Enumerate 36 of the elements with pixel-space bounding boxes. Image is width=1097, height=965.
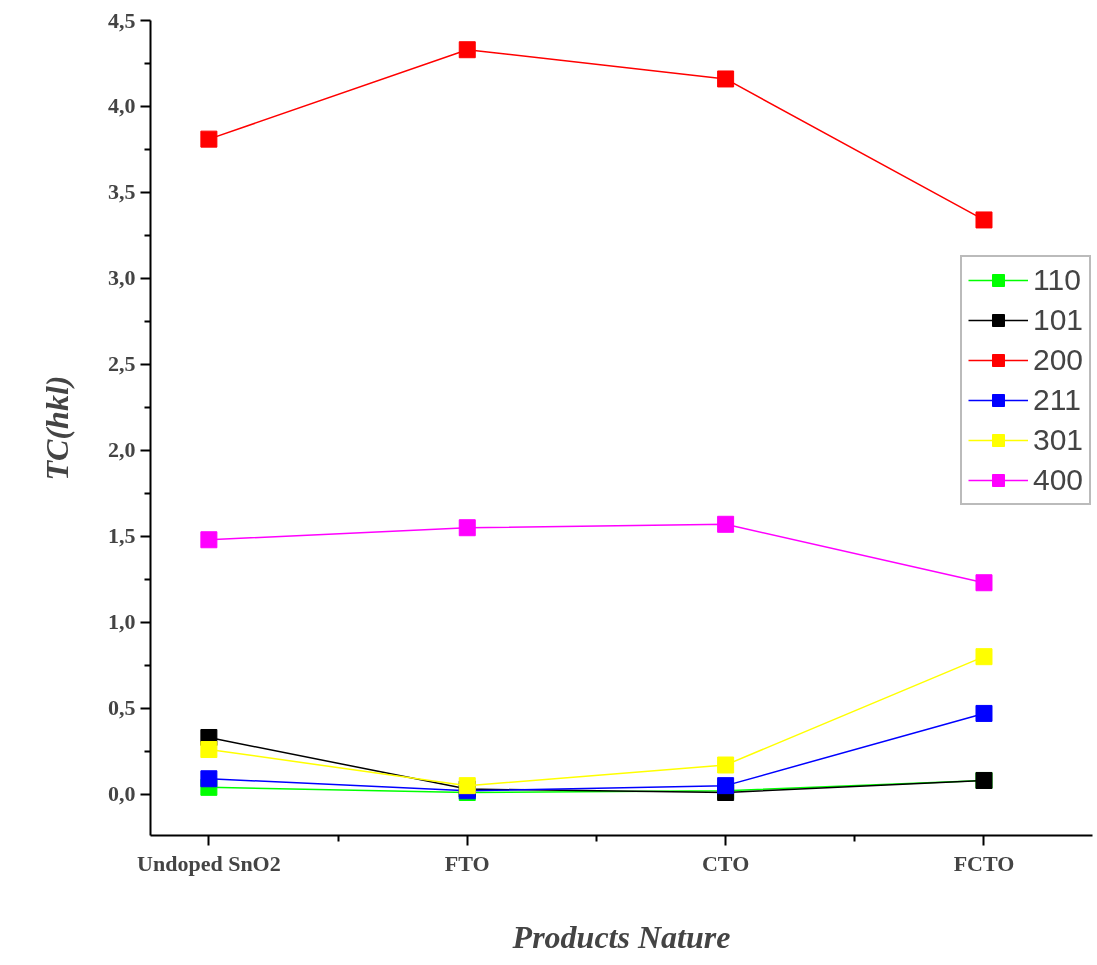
y-axis-title: TC(hkl): [39, 375, 75, 481]
legend-label: 101: [1033, 303, 1084, 337]
point: [458, 41, 476, 59]
point: [975, 704, 993, 722]
y-tick-label: 1,5: [108, 523, 136, 549]
legend-label: 301: [1033, 423, 1084, 457]
y-tick-label: 0,0: [108, 781, 136, 807]
point: [717, 515, 735, 533]
point: [975, 211, 993, 229]
legend-label: 110: [1033, 263, 1081, 297]
y-tick-label: 3,5: [108, 179, 136, 205]
point: [200, 770, 218, 788]
point: [200, 741, 218, 759]
y-tick-label: 1,0: [108, 609, 136, 635]
point: [200, 531, 218, 549]
point: [200, 130, 218, 148]
legend-label: 200: [1033, 343, 1084, 377]
y-tick-label: 4,0: [108, 93, 136, 119]
x-axis-title: Products Nature: [511, 918, 731, 955]
point: [975, 648, 993, 666]
x-tick-label: FCTO: [953, 850, 1015, 876]
y-tick-label: 4,5: [108, 7, 136, 33]
y-tick-label: 2,0: [108, 437, 136, 463]
legend-label: 211: [1033, 383, 1081, 417]
point: [717, 756, 735, 774]
point: [717, 70, 735, 88]
x-tick-label: Undoped SnO2: [137, 850, 281, 876]
y-tick-label: 2,5: [108, 351, 136, 377]
x-tick-label: FTO: [444, 850, 490, 876]
y-tick-label: 0,5: [108, 695, 136, 721]
y-tick-label: 3,0: [108, 265, 136, 291]
x-tick-label: CTO: [701, 850, 750, 876]
point: [717, 777, 735, 795]
legend-label: 400: [1033, 463, 1084, 497]
point: [975, 574, 993, 592]
point: [458, 519, 476, 537]
